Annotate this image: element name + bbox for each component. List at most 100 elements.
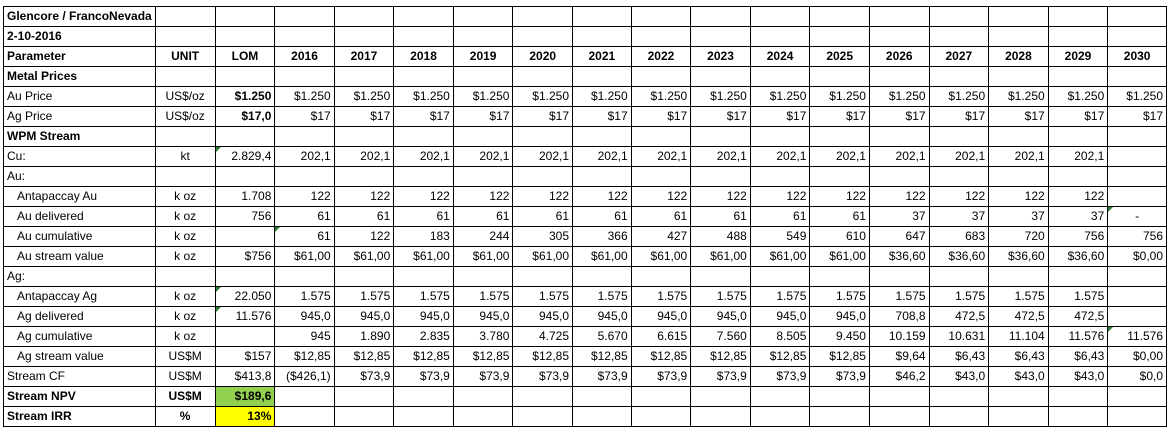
value-cell[interactable]: 945,0	[809, 306, 870, 327]
column-header[interactable]: 2025	[809, 46, 870, 67]
value-cell[interactable]: $1.250	[333, 86, 395, 107]
column-header[interactable]: 2024	[749, 46, 811, 67]
value-cell[interactable]: $43,0	[988, 366, 1049, 387]
value-cell[interactable]	[690, 266, 751, 287]
value-cell[interactable]: $61,00	[512, 246, 573, 267]
value-cell[interactable]: 61	[393, 206, 454, 227]
empty-cell[interactable]	[333, 6, 395, 27]
empty-cell[interactable]	[1107, 6, 1167, 27]
value-cell[interactable]: 5.670	[572, 326, 632, 347]
value-cell[interactable]	[690, 386, 751, 407]
value-cell[interactable]	[393, 166, 454, 187]
column-header[interactable]: 2021	[572, 46, 632, 67]
value-cell[interactable]	[1107, 66, 1167, 87]
column-header[interactable]: 2020	[512, 46, 573, 67]
value-cell[interactable]: $73,9	[749, 366, 811, 387]
value-cell[interactable]: 1.575	[274, 286, 335, 307]
value-cell[interactable]	[690, 126, 751, 147]
value-cell[interactable]: $12,85	[452, 346, 514, 367]
value-cell[interactable]: $61,00	[274, 246, 335, 267]
value-cell[interactable]: 945,0	[512, 306, 573, 327]
empty-cell[interactable]	[154, 6, 216, 27]
value-cell[interactable]	[988, 406, 1049, 427]
column-header[interactable]: 2030	[1107, 46, 1167, 67]
value-cell[interactable]: $17	[749, 106, 811, 127]
lom-cell[interactable]: 756	[214, 206, 276, 227]
value-cell[interactable]	[809, 386, 870, 407]
value-cell[interactable]	[393, 406, 454, 427]
value-cell[interactable]: $61,00	[630, 246, 692, 267]
value-cell[interactable]	[988, 66, 1049, 87]
empty-cell[interactable]	[868, 6, 930, 27]
value-cell[interactable]: 610	[809, 226, 870, 247]
empty-cell[interactable]	[1047, 6, 1109, 27]
value-cell[interactable]: 1.575	[1047, 286, 1109, 307]
value-cell[interactable]: 122	[630, 186, 692, 207]
column-header[interactable]: UNIT	[154, 46, 216, 67]
value-cell[interactable]: 4.725	[512, 326, 573, 347]
value-cell[interactable]: 1.575	[393, 286, 454, 307]
lom-cell[interactable]	[214, 326, 276, 347]
value-cell[interactable]	[749, 166, 811, 187]
empty-cell[interactable]	[452, 6, 514, 27]
value-cell[interactable]	[274, 266, 335, 287]
value-cell[interactable]: $17	[809, 106, 870, 127]
value-cell[interactable]	[1107, 186, 1167, 207]
value-cell[interactable]	[868, 266, 930, 287]
value-cell[interactable]: 61	[690, 206, 751, 227]
value-cell[interactable]: 11.576	[1047, 326, 1109, 347]
lom-cell[interactable]: $17,0	[214, 106, 276, 127]
value-cell[interactable]: $12,85	[333, 346, 395, 367]
value-cell[interactable]: 122	[690, 186, 751, 207]
value-cell[interactable]	[928, 406, 990, 427]
unit-cell[interactable]: kt	[154, 146, 216, 167]
value-cell[interactable]: $36,60	[988, 246, 1049, 267]
row-label[interactable]: Cu:	[3, 146, 156, 167]
value-cell[interactable]: 122	[333, 186, 395, 207]
value-cell[interactable]	[572, 386, 632, 407]
value-cell[interactable]	[274, 66, 335, 87]
lom-cell[interactable]: $413,8	[214, 366, 276, 387]
value-cell[interactable]: 61	[274, 226, 335, 247]
value-cell[interactable]	[333, 406, 395, 427]
value-cell[interactable]	[988, 386, 1049, 407]
value-cell[interactable]: 202,1	[333, 146, 395, 167]
value-cell[interactable]: $1.250	[630, 86, 692, 107]
value-cell[interactable]	[630, 266, 692, 287]
value-cell[interactable]	[868, 66, 930, 87]
value-cell[interactable]	[928, 66, 990, 87]
value-cell[interactable]: $61,00	[749, 246, 811, 267]
column-header[interactable]: LOM	[214, 46, 276, 67]
value-cell[interactable]: $1.250	[1107, 86, 1167, 107]
value-cell[interactable]	[749, 126, 811, 147]
value-cell[interactable]: 756	[1047, 226, 1109, 247]
unit-cell[interactable]: US$M	[154, 386, 216, 407]
value-cell[interactable]: $0,00	[1107, 346, 1167, 367]
unit-cell[interactable]: k oz	[154, 246, 216, 267]
value-cell[interactable]	[1107, 126, 1167, 147]
value-cell[interactable]: $12,85	[512, 346, 573, 367]
lom-cell[interactable]: $756	[214, 246, 276, 267]
value-cell[interactable]: $1.250	[512, 86, 573, 107]
lom-cell[interactable]: $1.250	[214, 86, 276, 107]
column-header[interactable]: 2029	[1047, 46, 1109, 67]
value-cell[interactable]: $17	[690, 106, 751, 127]
value-cell[interactable]	[512, 66, 573, 87]
empty-cell[interactable]	[868, 26, 930, 47]
value-cell[interactable]	[452, 406, 514, 427]
value-cell[interactable]	[809, 126, 870, 147]
column-header[interactable]: 2026	[868, 46, 930, 67]
value-cell[interactable]	[690, 166, 751, 187]
column-header[interactable]: 2016	[274, 46, 335, 67]
value-cell[interactable]: $61,00	[690, 246, 751, 267]
value-cell[interactable]	[512, 126, 573, 147]
value-cell[interactable]: 37	[928, 206, 990, 227]
value-cell[interactable]: 202,1	[393, 146, 454, 167]
value-cell[interactable]: 945,0	[333, 306, 395, 327]
value-cell[interactable]: $73,9	[452, 366, 514, 387]
value-cell[interactable]: 1.575	[868, 286, 930, 307]
value-cell[interactable]: 202,1	[809, 146, 870, 167]
value-cell[interactable]: 945,0	[572, 306, 632, 327]
value-cell[interactable]	[452, 166, 514, 187]
unit-cell[interactable]	[154, 66, 216, 87]
